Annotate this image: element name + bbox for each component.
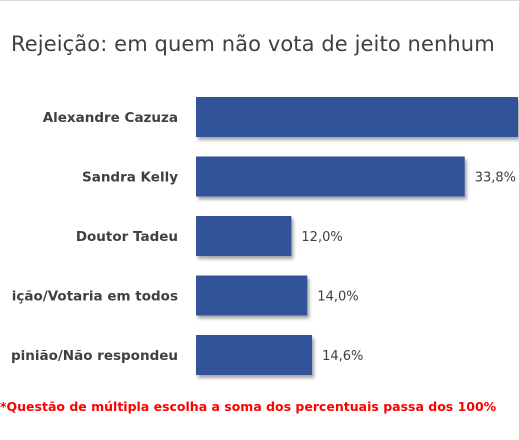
category-label-1: Sandra Kelly bbox=[82, 170, 178, 186]
category-label-2: Doutor Tadeu bbox=[76, 229, 178, 245]
chart-title: Rejeição: em quem não vota de jeito nenh… bbox=[11, 32, 495, 56]
data-label-1: 33,8% bbox=[475, 171, 516, 186]
bar-0 bbox=[196, 97, 518, 137]
chart-footnote: *Questão de múltipla escolha a soma dos … bbox=[0, 399, 497, 414]
data-label-3: 14,0% bbox=[317, 290, 358, 305]
bar-4 bbox=[196, 335, 313, 375]
category-label-4: pinião/Não respondeu bbox=[11, 348, 178, 364]
category-label-0: Alexandre Cazuza bbox=[43, 110, 178, 126]
data-label-4: 14,6% bbox=[322, 349, 363, 364]
data-label-2: 12,0% bbox=[301, 230, 342, 245]
bar-1 bbox=[196, 156, 465, 197]
bar-2 bbox=[196, 216, 292, 256]
category-label-3: ição/Votaria em todos bbox=[12, 289, 178, 305]
bar-3 bbox=[196, 275, 308, 316]
